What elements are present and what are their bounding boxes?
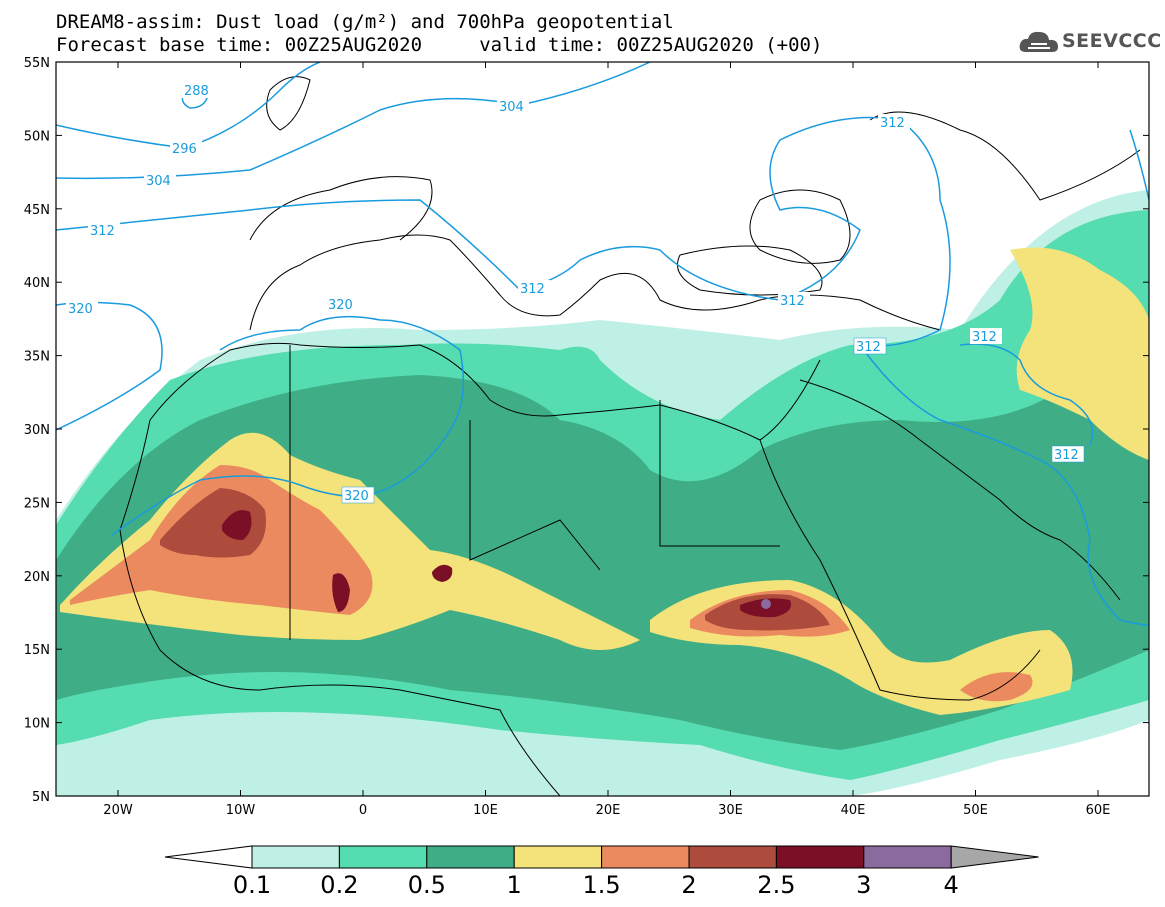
contour-label-312-e: 312 xyxy=(856,340,881,355)
contour-label-312-b: 312 xyxy=(520,282,545,297)
lon-label: 30E xyxy=(718,803,743,818)
logo-text: SEEVCCC xyxy=(1062,30,1162,52)
colorbar-label: 1 xyxy=(506,871,522,899)
lat-label: 30N xyxy=(24,423,50,438)
dust-level-2-5 xyxy=(222,510,252,540)
lon-label: 60E xyxy=(1086,803,1111,818)
contour-label-312-d: 312 xyxy=(880,116,905,131)
lat-label: 5N xyxy=(32,790,50,805)
contour-label-312-f: 312 xyxy=(972,330,997,345)
lat-label: 15N xyxy=(24,643,50,658)
colorbar-label: 4 xyxy=(943,871,959,899)
seevccc-logo: SEEVCCC xyxy=(1018,28,1161,58)
contour-label-312-a: 312 xyxy=(90,224,115,239)
lon-label: 20E xyxy=(596,803,621,818)
dust-level-1-gulf xyxy=(1010,247,1149,460)
cloud-logo-icon xyxy=(1019,31,1058,52)
colorbar-label: 3 xyxy=(856,871,872,899)
lon-label: 50E xyxy=(963,803,988,818)
map-subtitle: Forecast base time: 00Z25AUG2020 valid t… xyxy=(56,34,823,56)
colorbar-swatch xyxy=(688,845,777,869)
contour-312-b xyxy=(1129,129,1149,201)
geopotential-contours xyxy=(56,62,1149,626)
contour-label-296: 296 xyxy=(172,142,197,157)
colorbar-label: 2 xyxy=(681,871,697,899)
lon-label: 10E xyxy=(473,803,498,818)
lat-label: 35N xyxy=(24,350,50,365)
contour-312-c xyxy=(959,343,1094,446)
colorbar-under-arrow xyxy=(164,845,253,869)
dust-level-3-peak xyxy=(761,599,771,609)
lon-label: 0 xyxy=(359,803,367,818)
colorbar xyxy=(164,845,1039,869)
dust-level-1-5-oman xyxy=(960,672,1033,702)
contour-320-b xyxy=(111,315,465,536)
lat-label: 55N xyxy=(24,56,50,71)
colorbar-swatch xyxy=(601,845,690,869)
lon-label: 20W xyxy=(103,803,133,818)
colorbar-label: 1.5 xyxy=(582,871,621,899)
colorbar-label: 0.1 xyxy=(232,871,272,899)
contour-296 xyxy=(56,62,321,149)
lon-label: 40E xyxy=(841,803,866,818)
lon-label: 10W xyxy=(226,803,256,818)
contour-label-304-a: 304 xyxy=(146,174,171,189)
lat-label: 45N xyxy=(24,203,50,218)
map-title: DREAM8-assim: Dust load (g/m²) and 700hP… xyxy=(56,11,674,33)
colorbar-swatch xyxy=(426,845,515,869)
lat-label: 25N xyxy=(24,496,50,511)
dust-level-2-5-algeria xyxy=(332,573,350,612)
contour-label-320-b: 320 xyxy=(328,298,353,313)
contour-label-288: 288 xyxy=(184,84,209,99)
colorbar-label: 2.5 xyxy=(757,871,796,899)
contour-label-304-b: 304 xyxy=(499,100,524,115)
lat-label: 10N xyxy=(24,717,50,732)
latitude-axis: 55N 50N 45N 40N 35N 30N 25N 20N 15N 10N 5N xyxy=(24,56,1149,805)
colorbar-swatch xyxy=(338,845,428,869)
contour-label-320-a: 320 xyxy=(68,302,93,317)
dust-level-2-5-niger xyxy=(432,564,453,582)
lat-label: 40N xyxy=(24,276,50,291)
longitude-axis: 20W 10W 0 10E 20E 30E 40E 50E 60E xyxy=(103,62,1110,818)
lat-label: 20N xyxy=(24,570,50,585)
dust-level-2 xyxy=(160,488,266,558)
contour-label-group: 288 296 304 304 312 312 312 312 312 312 … xyxy=(66,82,1085,504)
colorbar-swatch xyxy=(863,845,952,869)
contour-label-320-c: 320 xyxy=(344,489,369,504)
colorbar-swatch xyxy=(251,845,340,869)
colorbar-swatch xyxy=(513,845,603,869)
colorbar-label: 0.5 xyxy=(407,871,446,899)
colorbar-label: 0.2 xyxy=(320,871,359,899)
contour-312 xyxy=(56,116,1149,626)
colorbar-over-arrow xyxy=(950,845,1039,869)
dust-field xyxy=(56,62,1149,796)
colorbar-swatch xyxy=(775,845,865,869)
contour-label-312-c: 312 xyxy=(780,294,805,309)
lat-label: 50N xyxy=(24,129,50,144)
contour-label-312-g: 312 xyxy=(1054,448,1079,463)
